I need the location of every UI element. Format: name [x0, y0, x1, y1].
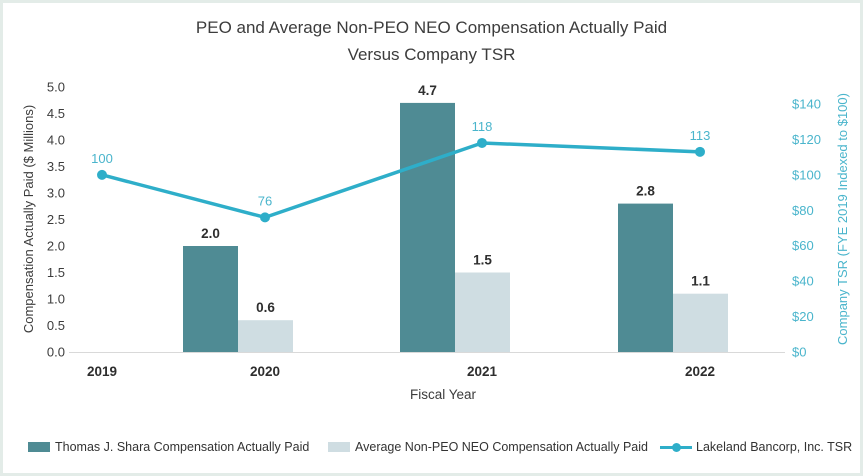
- bar-label-peo-2021: 4.7: [418, 83, 437, 98]
- x-tick-2021: 2021: [467, 364, 498, 379]
- bar-avg-2022: [673, 293, 728, 352]
- right-axis-tick: $40: [792, 274, 814, 289]
- left-axis-tick: 0.0: [47, 345, 65, 360]
- legend-item-peo: Thomas J. Shara Compensation Actually Pa…: [28, 437, 309, 457]
- bar-label-avg-2022: 1.1: [691, 274, 710, 289]
- tsr-marker-2020: [260, 212, 270, 223]
- left-axis-tick: 0.5: [47, 318, 65, 333]
- right-axis-tick: $0: [792, 345, 806, 360]
- bar-peo-2021: [400, 102, 455, 353]
- left-axis-tick: 1.0: [47, 292, 65, 307]
- bar-label-peo-2020: 2.0: [201, 226, 220, 241]
- bar-label-avg-2021: 1.5: [473, 253, 492, 268]
- left-axis-tick: 2.0: [47, 239, 65, 254]
- x-tick-2020: 2020: [250, 364, 280, 379]
- left-axis-tick: 2.5: [47, 212, 65, 227]
- bar-label-avg-2020: 0.6: [256, 300, 275, 315]
- right-axis-tick: $100: [792, 167, 821, 182]
- legend-label-peo: Thomas J. Shara Compensation Actually Pa…: [55, 440, 310, 454]
- left-axis-tick: 3.5: [47, 159, 65, 174]
- bar-avg-2021: [455, 272, 510, 352]
- right-axis-tick: $140: [792, 97, 821, 112]
- bar-label-peo-2022: 2.8: [636, 184, 655, 199]
- tsr-label-2022: 113: [690, 128, 711, 143]
- tsr-line-swatch-icon: [660, 442, 692, 452]
- x-axis-title: Fiscal Year: [410, 387, 477, 402]
- left-axis-tick: 4.5: [47, 106, 65, 121]
- bar-peo-2020: [183, 246, 238, 352]
- tsr-marker-2019: [97, 169, 107, 180]
- left-axis-tick: 1.5: [47, 265, 65, 280]
- x-tick-2022: 2022: [685, 364, 715, 379]
- left-axis-tick: 4.0: [47, 133, 65, 148]
- chart-title: PEO and Average Non-PEO NEO Compensation…: [3, 14, 860, 68]
- tsr-label-2021: 118: [472, 119, 493, 134]
- right-axis-title: Company TSR (FYE 2019 Indexed to $100): [835, 93, 850, 345]
- chart-title-line-1: PEO and Average Non-PEO NEO Compensation…: [195, 18, 668, 37]
- legend-label-tsr: Lakeland Bancorp, Inc. TSR: [696, 440, 853, 454]
- right-axis-tick: $80: [792, 203, 814, 218]
- right-axis-tick: $20: [792, 309, 814, 324]
- chart-plot: 0.0 0.5 1.0 1.5 2.0 2.5 3.0 3.5 4.0 4.5 5.0 $0 $20 $4…: [21, 80, 850, 403]
- bar-peo-2022: [618, 203, 673, 352]
- tsr-label-2019: 100: [91, 151, 113, 166]
- right-axis-tick: $120: [792, 132, 821, 147]
- x-tick-2019: 2019: [87, 364, 117, 379]
- legend-item-avg: Average Non-PEO NEO Compensation Actuall…: [328, 437, 648, 457]
- chart-legend: Thomas J. Shara Compensation Actually Pa…: [3, 437, 860, 457]
- legend-label-avg: Average Non-PEO NEO Compensation Actuall…: [355, 440, 648, 454]
- chart-title-line-2: Versus Company TSR: [347, 45, 516, 64]
- bar-avg-2020: [238, 320, 293, 352]
- right-axis-tick: $60: [792, 238, 814, 253]
- tsr-marker-2021: [477, 137, 487, 148]
- tsr-label-2020: 76: [258, 193, 272, 208]
- left-axis-tick: 5.0: [47, 80, 65, 95]
- tsr-line: [100, 141, 702, 220]
- left-axis-title: Compensation Actually Paid ($ Millions): [21, 105, 36, 333]
- peo-bar-swatch-icon: [28, 442, 50, 452]
- left-axis-tick: 3.0: [47, 186, 65, 201]
- legend-item-tsr: Lakeland Bancorp, Inc. TSR: [660, 437, 852, 457]
- avg-bar-swatch-icon: [328, 442, 350, 452]
- tsr-marker-2022: [695, 146, 705, 157]
